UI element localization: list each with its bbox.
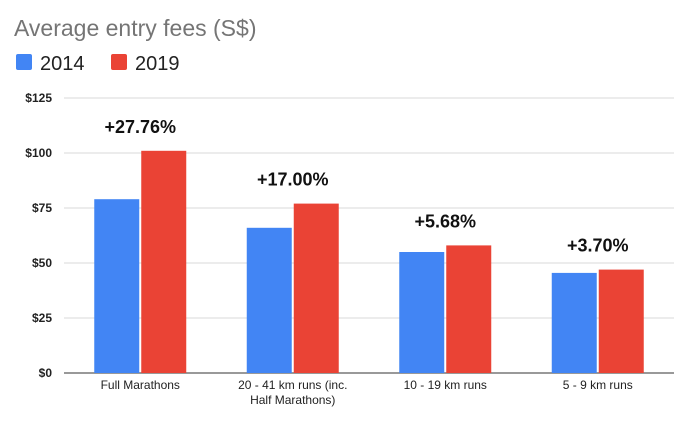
change-annotation: +5.68% [414,211,476,231]
bar-2019-1 [293,203,339,373]
chart-title: Average entry fees (S$) [14,15,256,41]
y-tick-label: $75 [32,201,52,215]
bar-2019-0 [141,150,187,373]
x-tick-label: 5 - 9 km runs [563,378,633,392]
annotations: +27.76% +17.00% +5.68% +3.70% [104,117,628,256]
change-annotation: +27.76% [104,117,176,137]
x-tick-label: 20 - 41 km runs (inc. [238,378,347,392]
y-tick-label: $0 [39,366,53,380]
y-axis-ticks: $0 $25 $50 $75 $100 $125 [25,91,52,380]
bar-2014-0 [94,199,140,373]
y-tick-label: $100 [25,146,52,160]
x-tick-label: Half Marathons) [250,393,335,407]
legend-label-2019: 2019 [135,53,180,75]
y-tick-label: $50 [32,256,52,270]
x-axis-ticks: Full Marathons 20 - 41 km runs (inc.Half … [101,378,633,407]
bar-2019-2 [446,245,492,373]
bars [94,150,644,373]
bar-2019-3 [598,269,644,373]
x-tick-label: Full Marathons [101,378,180,392]
legend: 2014 2019 [16,53,180,75]
legend-swatch-2014 [16,54,32,70]
x-tick-label: 10 - 19 km runs [404,378,487,392]
legend-label-2014: 2014 [40,53,85,75]
bar-2014-2 [399,252,445,373]
bar-2014-1 [246,227,292,373]
y-tick-label: $125 [25,91,52,105]
y-tick-label: $25 [32,311,52,325]
change-annotation: +17.00% [257,170,329,190]
bar-2014-3 [551,272,597,373]
legend-swatch-2019 [111,54,127,70]
change-annotation: +3.70% [567,236,629,256]
